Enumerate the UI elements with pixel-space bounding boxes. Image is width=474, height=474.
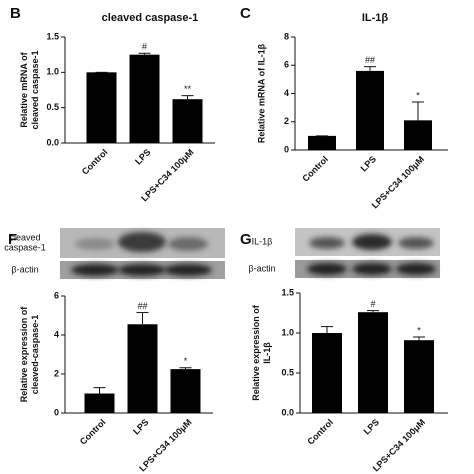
bar	[356, 70, 384, 150]
y-tick-label: 1.5	[46, 31, 59, 41]
bar	[86, 72, 117, 143]
y-axis-label: cleaved-caspase-1	[30, 315, 40, 395]
annotation: #	[142, 42, 147, 52]
annotation: *	[417, 325, 421, 335]
y-tick-label: 0.0	[46, 137, 59, 147]
bar	[172, 99, 203, 143]
bar	[404, 340, 434, 413]
y-axis-label: Relative expression of	[251, 304, 261, 401]
y-tick-label: 0.0	[281, 407, 294, 417]
y-tick-label: 4	[284, 88, 289, 98]
bar	[404, 120, 432, 150]
blot-label: cleaved	[9, 232, 40, 242]
chart-title: IL-1β	[362, 12, 389, 24]
y-tick-label: 2	[54, 368, 59, 378]
annotation: ##	[365, 55, 375, 65]
panel-label: B	[10, 5, 21, 22]
y-tick-label: 6	[54, 290, 59, 300]
y-tick-label: 6	[284, 60, 289, 70]
annotation: **	[184, 84, 192, 94]
blot-label: IL-1β	[252, 236, 273, 246]
x-tick-label: LPS	[133, 147, 152, 166]
y-tick-label: 1.5	[281, 287, 294, 297]
x-tick-label: LPS	[362, 417, 381, 436]
annotation: ##	[137, 301, 147, 311]
bar	[129, 54, 160, 143]
y-tick-label: 8	[284, 31, 289, 41]
x-tick-label: Control	[78, 417, 108, 447]
y-axis-label: Relative mRNA of	[19, 51, 29, 127]
x-tick-label: LPS	[131, 417, 150, 436]
blot-label: β-actin	[11, 264, 38, 274]
y-tick-label: 0	[54, 407, 59, 417]
panel-label: C	[240, 5, 251, 22]
x-tick-label: Control	[300, 154, 330, 184]
blot-label: caspase-1	[4, 242, 46, 252]
x-tick-label: Control	[305, 417, 335, 447]
y-tick-label: 4	[54, 329, 59, 339]
y-tick-label: 2	[284, 116, 289, 126]
blot-label: β-actin	[248, 263, 275, 273]
y-tick-label: 1.0	[46, 67, 59, 77]
bar	[84, 393, 115, 413]
blot-image	[295, 228, 440, 278]
y-axis-label: Relative mRNA of IL-1β	[256, 43, 266, 143]
y-axis-label: Relative expression of	[19, 306, 29, 403]
y-axis-label: IL-1β	[262, 342, 272, 364]
annotation: #	[370, 299, 375, 309]
annotation: *	[184, 356, 188, 366]
y-tick-label: 0.5	[46, 102, 59, 112]
panel-label: F	[8, 231, 17, 248]
y-tick-label: 0.5	[281, 367, 294, 377]
x-tick-label: LPS	[359, 154, 378, 173]
y-tick-label: 0	[284, 144, 289, 154]
panel-label: G	[240, 231, 252, 248]
y-axis-label: cleaved caspase-1	[30, 50, 40, 129]
bar	[127, 324, 158, 413]
chart-title: cleaved caspase-1	[102, 12, 199, 24]
x-tick-label: Control	[80, 147, 110, 177]
blot-image	[60, 228, 225, 279]
bar	[312, 333, 342, 413]
x-tick-label: LPS+C34 100μM	[370, 154, 426, 210]
y-tick-label: 1.0	[281, 327, 294, 337]
bar	[170, 369, 201, 413]
bar	[358, 312, 388, 413]
bar	[308, 135, 336, 150]
annotation: *	[416, 90, 420, 100]
